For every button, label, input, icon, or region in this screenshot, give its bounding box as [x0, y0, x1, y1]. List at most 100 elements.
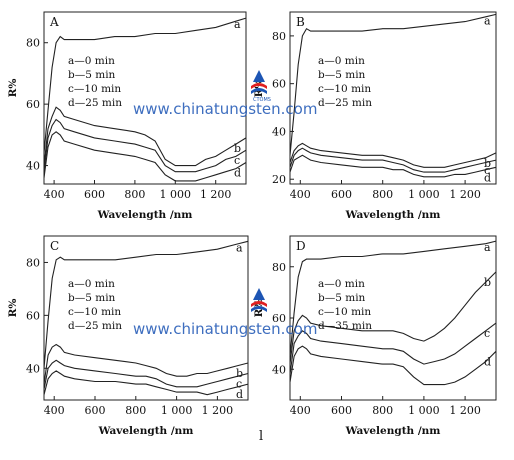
- series-line-c: [289, 322, 497, 375]
- series-line-c: [43, 359, 249, 390]
- x-tick-label: 1 000: [408, 404, 440, 417]
- series-line-d: [289, 345, 497, 386]
- series-end-label: d: [484, 355, 491, 368]
- series-end-label: d: [236, 388, 243, 401]
- series-line-a: [43, 17, 247, 154]
- series-end-label: a: [236, 241, 243, 254]
- series-line-d: [43, 131, 247, 182]
- plot-frame: [289, 235, 497, 401]
- y-tick-label: 60: [26, 98, 40, 111]
- series-line-c: [43, 118, 247, 173]
- watermark-url-top: www.chinatungsten.com: [133, 100, 317, 118]
- series-end-label: c: [484, 164, 490, 177]
- x-axis-label: Wavelength /nm: [345, 425, 441, 437]
- y-tick-label: 40: [272, 363, 286, 376]
- legend-entry: c—10 min: [68, 306, 121, 318]
- x-tick-label: 800: [372, 404, 393, 417]
- x-tick-label: 400: [44, 188, 65, 201]
- x-tick-label: 600: [84, 188, 105, 201]
- logo-flame-icon: [253, 70, 265, 82]
- series-line-a: [43, 240, 249, 369]
- legend-entry: d—25 min: [318, 97, 372, 109]
- legend-entry: d—25 min: [68, 320, 122, 332]
- x-tick-label: 600: [85, 404, 106, 417]
- legend-entry: b—5 min: [68, 69, 116, 81]
- y-tick-label: 40: [26, 362, 40, 375]
- series-end-label: d: [234, 167, 241, 180]
- x-tick-label: 1 200: [202, 404, 234, 417]
- series-end-label: a: [484, 14, 491, 27]
- x-tick-label: 400: [44, 404, 65, 417]
- x-tick-label: 1 000: [160, 188, 192, 201]
- chart-panel-b: B 400 600 800 1 000 1 200 20 40 60 80 Wavelength /…: [253, 11, 497, 221]
- series-end-label: c: [234, 154, 240, 167]
- x-tick-label: 800: [125, 404, 146, 417]
- legend-entry: a—0 min: [68, 55, 115, 67]
- chart-panel-d: D 400 600 800 1 000 1 200 40 60 80 Wavelength /nm…: [253, 235, 497, 437]
- x-tick-label: 400: [290, 188, 311, 201]
- x-axis-label: Wavelength /nm: [345, 209, 441, 221]
- x-tick-label: 1 200: [200, 188, 232, 201]
- logo-swoosh-icon: [251, 301, 267, 307]
- y-axis-label: R%: [7, 79, 19, 98]
- series-line-d: [43, 370, 249, 396]
- series-line-b: [289, 142, 497, 168]
- series-end-label: d: [484, 171, 491, 184]
- series-line-b: [289, 271, 497, 365]
- series-line-d: [289, 154, 497, 178]
- watermark-logo-top: CTOMS: [251, 70, 271, 103]
- legend-entry: b—5 min: [318, 292, 366, 304]
- plot-frame: [289, 11, 497, 185]
- x-tick-label: 600: [331, 188, 352, 201]
- caption-mark: l: [259, 429, 263, 444]
- chart-panel-a: A 400 600 800 1 000 1 200 40 60 80 Wavelength /nm…: [7, 11, 247, 221]
- logo-swoosh-icon: [251, 83, 267, 89]
- y-tick-label: 60: [26, 309, 40, 322]
- y-tick-label: 60: [272, 78, 286, 91]
- legend-entry: d—35 min: [318, 320, 372, 332]
- y-tick-label: 80: [272, 30, 286, 43]
- x-tick-label: 800: [372, 188, 393, 201]
- series-line-a: [289, 240, 497, 357]
- legend-entry: c—10 min: [318, 83, 371, 95]
- legend-entry: c—10 min: [68, 83, 121, 95]
- x-tick-label: 1 200: [449, 188, 481, 201]
- series-end-label: c: [484, 327, 490, 340]
- x-tick-label: 600: [331, 404, 352, 417]
- series-end-label: c: [236, 378, 242, 391]
- series-line-c: [289, 147, 497, 173]
- series-line-b: [43, 343, 249, 385]
- legend-entry: d—25 min: [68, 97, 122, 109]
- legend-entry: b—5 min: [68, 292, 116, 304]
- chart-panel-c: C 400 600 800 1 000 1 200 40 60 80 Wavelength /nm…: [7, 235, 249, 437]
- series-end-label: a: [234, 18, 241, 31]
- x-tick-label: 800: [124, 188, 145, 201]
- logo-flame-icon: [253, 288, 265, 300]
- legend-entry: c—10 min: [318, 306, 371, 318]
- legend-entry: b—5 min: [318, 69, 366, 81]
- x-axis-label: Wavelength /nm: [98, 425, 194, 437]
- watermark-logo-bottom: [251, 288, 267, 312]
- x-tick-label: 1 200: [449, 404, 481, 417]
- x-tick-label: 1 000: [161, 404, 193, 417]
- logo-swoosh-icon: [251, 88, 267, 94]
- panel-letter: C: [50, 239, 59, 253]
- legend-entry: a—0 min: [318, 278, 365, 290]
- series-end-label: b: [236, 367, 243, 380]
- y-tick-label: 40: [272, 125, 286, 138]
- x-tick-label: 400: [290, 404, 311, 417]
- panel-letter: B: [296, 15, 305, 29]
- series-end-label: b: [484, 157, 491, 170]
- logo-swoosh-icon: [251, 306, 267, 312]
- y-axis-label: R%: [253, 79, 265, 98]
- legend-entry: a—0 min: [318, 55, 365, 67]
- y-tick-label: 80: [26, 256, 40, 269]
- x-axis-label: Wavelength /nm: [97, 209, 193, 221]
- series-line-b: [43, 106, 247, 167]
- panel-letter: A: [49, 15, 59, 29]
- y-tick-label: 80: [272, 261, 286, 274]
- legend-entry: a—0 min: [68, 278, 115, 290]
- watermark-url-bottom: www.chinatungsten.com: [133, 320, 317, 338]
- series-end-label: a: [484, 241, 491, 254]
